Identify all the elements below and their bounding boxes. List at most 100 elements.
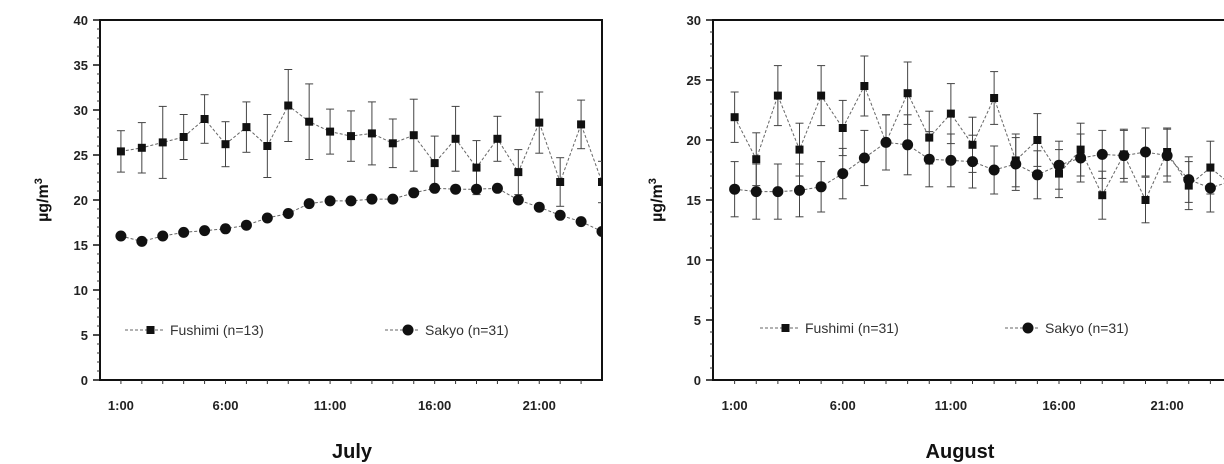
data-point <box>367 129 376 138</box>
data-point <box>730 113 739 122</box>
data-point <box>1161 150 1173 162</box>
y-tick-label: 40 <box>74 13 88 28</box>
x-axis-label: July <box>332 441 373 463</box>
data-point <box>1183 174 1195 186</box>
y-tick-label: 10 <box>74 283 88 298</box>
x-tick-label: 1:00 <box>108 398 134 413</box>
series-line <box>734 84 1224 202</box>
data-point <box>1098 191 1107 200</box>
y-tick-label: 15 <box>74 238 88 253</box>
y-tick-label: 5 <box>694 313 701 328</box>
data-point <box>409 131 418 140</box>
legend-label: Fushimi (n=13) <box>170 322 264 338</box>
data-point <box>773 91 782 100</box>
data-point <box>429 182 441 194</box>
series-1 <box>116 101 602 186</box>
data-point <box>493 134 502 143</box>
data-point <box>242 123 251 132</box>
legend-marker <box>1022 322 1034 334</box>
data-point <box>750 186 762 198</box>
data-point <box>1075 152 1087 164</box>
data-point <box>925 133 934 142</box>
series-line <box>120 104 602 184</box>
series-line <box>120 187 602 242</box>
legend-marker <box>781 324 790 332</box>
legend-item-1: Fushimi (n=31) <box>760 320 899 336</box>
legend-item-1: Fushimi (n=13) <box>125 322 264 338</box>
data-point <box>535 118 544 127</box>
data-point <box>179 133 188 141</box>
data-point <box>240 219 252 231</box>
data-point <box>1031 169 1043 181</box>
data-point <box>200 115 209 123</box>
data-point <box>1118 150 1130 162</box>
data-point <box>880 136 892 148</box>
data-point <box>1140 146 1151 158</box>
data-point <box>1184 181 1193 190</box>
x-tick-label: 21:00 <box>523 398 556 413</box>
data-point <box>408 187 420 199</box>
legend-marker <box>146 326 155 334</box>
data-point <box>837 168 849 180</box>
y-tick-label: 5 <box>81 328 88 343</box>
data-point <box>1010 158 1022 170</box>
y-tick-label: 30 <box>687 13 701 28</box>
data-point <box>366 193 378 205</box>
data-point <box>729 183 741 195</box>
data-point <box>115 230 127 242</box>
x-tick-label: 16:00 <box>1042 398 1075 413</box>
data-point <box>430 159 439 168</box>
data-point <box>136 235 148 247</box>
x-tick-label: 11:00 <box>935 398 968 413</box>
legend-item-2: Sakyo (n=31) <box>385 322 509 338</box>
data-point <box>387 193 399 205</box>
data-point <box>598 178 602 186</box>
data-point <box>1053 159 1065 171</box>
data-point <box>556 178 565 186</box>
data-point <box>178 226 190 238</box>
data-point <box>158 138 167 147</box>
data-point <box>491 182 503 194</box>
error-bars-2 <box>730 114 1215 220</box>
data-point <box>858 152 870 164</box>
x-tick-label: 6:00 <box>830 398 856 413</box>
data-point <box>326 127 335 136</box>
data-point <box>1206 163 1215 172</box>
x-tick-label: 6:00 <box>212 398 238 413</box>
data-point <box>596 226 602 237</box>
data-point <box>137 143 146 152</box>
y-tick-label: 0 <box>81 373 88 388</box>
series-2 <box>115 182 602 247</box>
data-point <box>345 195 357 207</box>
data-point <box>902 139 914 151</box>
data-point <box>577 120 586 129</box>
data-point <box>988 164 1000 176</box>
data-point <box>945 154 957 166</box>
data-point <box>1076 145 1085 154</box>
data-point <box>575 216 587 228</box>
data-point <box>472 163 481 172</box>
data-point <box>554 209 566 221</box>
data-point <box>324 195 336 207</box>
data-point <box>347 132 355 141</box>
data-point <box>968 140 977 149</box>
data-point <box>923 153 935 165</box>
data-point <box>967 156 978 168</box>
y-axis-label: µg/m3 <box>33 178 52 222</box>
data-point <box>817 91 826 100</box>
data-point <box>1033 136 1042 144</box>
data-point <box>860 82 869 90</box>
data-point <box>199 225 211 237</box>
data-point <box>514 168 523 177</box>
data-point <box>533 201 545 213</box>
data-point <box>838 124 847 132</box>
data-point <box>303 198 315 210</box>
legend-label: Sakyo (n=31) <box>1045 320 1129 336</box>
data-point <box>451 134 460 143</box>
y-tick-label: 25 <box>687 73 701 88</box>
data-point <box>1204 182 1216 194</box>
legend-label: Sakyo (n=31) <box>425 322 509 338</box>
legend-marker <box>402 324 414 336</box>
x-tick-label: 1:00 <box>722 398 748 413</box>
